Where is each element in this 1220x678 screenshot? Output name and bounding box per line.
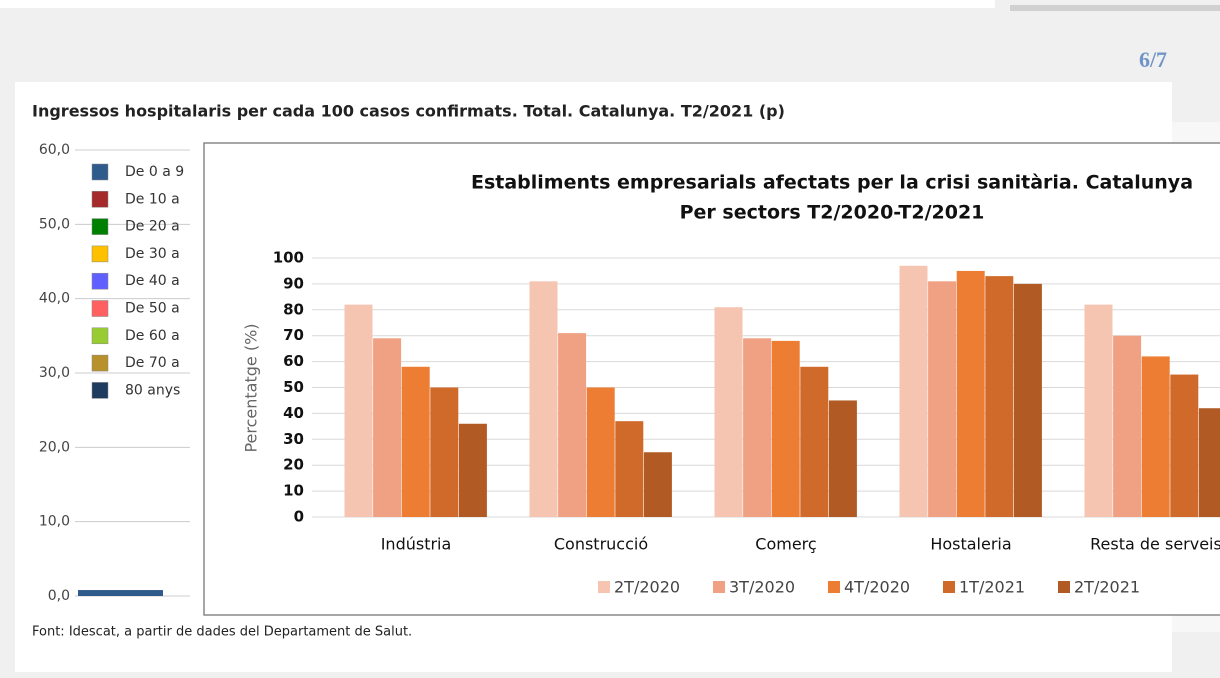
bar bbox=[529, 281, 558, 517]
legend-label: 4T/2020 bbox=[844, 578, 910, 597]
y-tick-label: 10,0 bbox=[39, 514, 70, 530]
bar bbox=[800, 366, 829, 517]
x-tick-label: Construcció bbox=[554, 535, 648, 554]
y-tick-label: 20 bbox=[283, 456, 304, 474]
legend-label: 80 anys bbox=[125, 382, 180, 398]
bar bbox=[743, 338, 772, 517]
chart-title: Ingressos hospitalaris per cada 100 caso… bbox=[32, 102, 785, 121]
bar bbox=[1113, 335, 1142, 517]
legend-swatch bbox=[943, 581, 955, 593]
legend-label: De 20 a bbox=[125, 219, 180, 235]
source-note: Font: Idescat, a partir de dades del Dep… bbox=[32, 625, 412, 640]
y-tick-label: 60,0 bbox=[39, 142, 70, 158]
top-strip bbox=[0, 0, 995, 8]
bar bbox=[344, 304, 373, 517]
bar bbox=[373, 338, 402, 517]
legend-label: De 0 a 9 bbox=[125, 164, 184, 180]
legend-swatch bbox=[91, 327, 109, 345]
legend-label: De 30 a bbox=[125, 246, 180, 262]
bar bbox=[458, 423, 487, 517]
legend-swatch bbox=[91, 354, 109, 372]
legend-label: 2T/2021 bbox=[1074, 578, 1140, 597]
y-tick-label: 90 bbox=[283, 274, 304, 292]
bar bbox=[615, 421, 644, 517]
bar bbox=[78, 590, 163, 596]
overlay-chart: Establiments empresarials afectats per l… bbox=[203, 142, 1220, 616]
legend-label: De 10 a bbox=[125, 191, 180, 207]
y-tick-label: 80 bbox=[283, 300, 304, 318]
legend-label: De 50 a bbox=[125, 301, 180, 317]
overlay-frame bbox=[203, 142, 1220, 616]
legend-swatch bbox=[91, 272, 109, 290]
legend-label: 3T/2020 bbox=[729, 578, 795, 597]
y-tick-label: 70 bbox=[283, 326, 304, 344]
y-tick-label: 40,0 bbox=[39, 291, 70, 307]
background-chart: 0,0 10,0 20,0 30,0 40,0 50,0 60,0 De 0 a 9 De 10… bbox=[39, 142, 190, 604]
y-tick-label: 20,0 bbox=[39, 439, 70, 455]
bar bbox=[956, 270, 985, 517]
legend-swatch bbox=[828, 581, 840, 593]
y-tick-label: 0,0 bbox=[48, 588, 70, 604]
x-tick-label: Hostaleria bbox=[930, 535, 1011, 554]
legend-swatch bbox=[598, 581, 610, 593]
bar bbox=[771, 340, 800, 517]
x-tick-label: Resta de serveis bbox=[1090, 535, 1220, 554]
y-tick-label: 10 bbox=[283, 482, 304, 500]
bar bbox=[1170, 374, 1199, 517]
y-axis-label: Percentatge (%) bbox=[242, 323, 261, 452]
y-tick-label: 30,0 bbox=[39, 365, 70, 381]
top-bar bbox=[1010, 5, 1220, 11]
bar bbox=[401, 366, 430, 517]
y-tick-label: 50,0 bbox=[39, 216, 70, 232]
overlay-title: Establiments empresarials afectats per l… bbox=[471, 172, 1193, 194]
y-tick-label: 0 bbox=[294, 508, 304, 526]
bar bbox=[430, 387, 459, 517]
legend-label: 2T/2020 bbox=[614, 578, 680, 597]
legend-label: 1T/2021 bbox=[959, 578, 1025, 597]
bar bbox=[558, 333, 587, 517]
legend-swatch bbox=[713, 581, 725, 593]
legend-label: De 60 a bbox=[125, 328, 180, 344]
overlay-subtitle: Per sectors T2/2020-T2/2021 bbox=[680, 202, 985, 224]
bar bbox=[899, 265, 928, 517]
x-tick-label: Indústria bbox=[381, 535, 452, 554]
legend-swatch bbox=[91, 218, 109, 235]
y-tick-label: 50 bbox=[283, 378, 304, 396]
legend-swatch bbox=[91, 163, 109, 181]
y-tick-label: 100 bbox=[273, 249, 304, 267]
legend-swatch bbox=[1058, 581, 1070, 593]
bar bbox=[985, 276, 1014, 517]
legend-swatch bbox=[91, 245, 109, 263]
legend-label: De 40 a bbox=[125, 273, 180, 289]
legend-swatch bbox=[91, 191, 109, 208]
bar bbox=[1084, 304, 1113, 517]
page-counter: 6/7 bbox=[1139, 47, 1167, 72]
y-tick-label: 30 bbox=[283, 430, 304, 448]
legend-label: De 70 a bbox=[125, 355, 180, 371]
bar bbox=[928, 281, 957, 517]
bar bbox=[1013, 283, 1042, 517]
x-tick-label: Comerç bbox=[755, 535, 816, 554]
y-tick-label: 60 bbox=[283, 352, 304, 370]
bar bbox=[643, 452, 672, 517]
bar bbox=[586, 387, 615, 517]
y-tick-label: 40 bbox=[283, 404, 304, 422]
legend-swatch bbox=[91, 382, 109, 399]
bar bbox=[828, 400, 857, 517]
legend-swatch bbox=[91, 300, 109, 317]
bar bbox=[714, 307, 743, 517]
bar bbox=[1198, 408, 1220, 517]
bar bbox=[1141, 356, 1170, 517]
